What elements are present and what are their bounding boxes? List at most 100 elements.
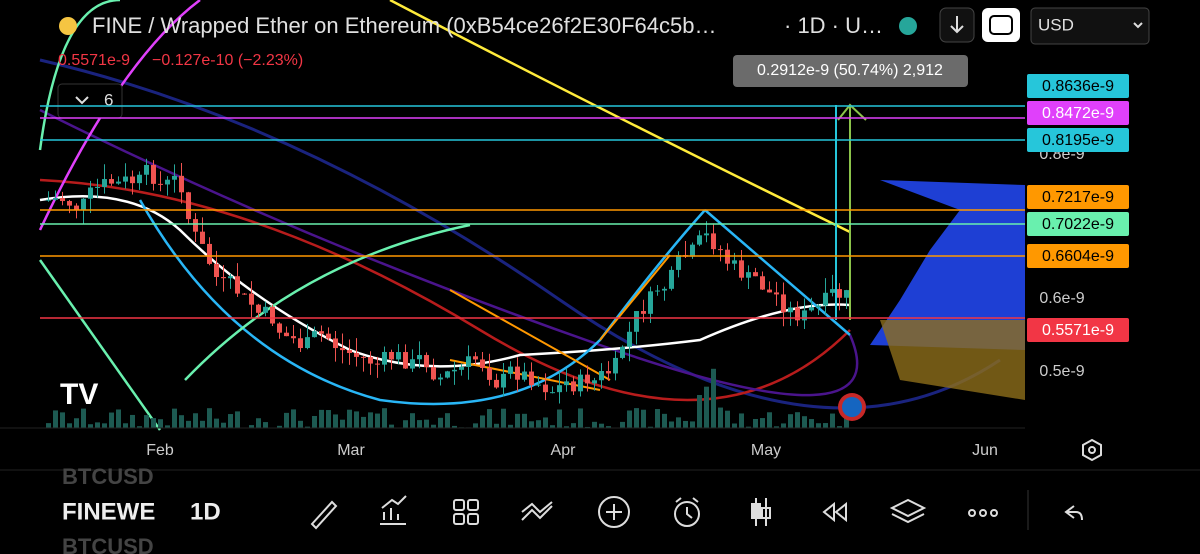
settings-button[interactable] xyxy=(1082,438,1102,462)
time-axis-label: Mar xyxy=(337,442,365,459)
volume-bar xyxy=(382,408,387,428)
interval-tab[interactable]: 1D xyxy=(190,498,221,525)
volume-bar xyxy=(305,426,310,428)
volume-bar xyxy=(739,413,744,428)
volume-bar xyxy=(291,409,296,428)
candle-icon xyxy=(751,503,761,519)
candle-body xyxy=(676,255,681,270)
volume-bar xyxy=(634,408,639,428)
candle-body xyxy=(536,384,541,386)
volume-bar xyxy=(207,408,212,428)
price-label: 0.7217e-9 xyxy=(1042,189,1114,206)
volume-bar xyxy=(144,415,149,428)
volume-bar xyxy=(627,410,632,428)
volume-bar xyxy=(571,423,576,428)
candle-body xyxy=(634,311,639,332)
interval-info[interactable]: · 1D · U… xyxy=(784,13,883,38)
volume-bar xyxy=(235,411,240,428)
more-tool[interactable] xyxy=(968,509,976,517)
volume-bar xyxy=(193,413,198,428)
volume-bar xyxy=(431,424,436,428)
time-axis-label: Jun xyxy=(972,442,998,459)
candle-body xyxy=(487,367,492,380)
candle-body xyxy=(200,231,205,244)
candle-body xyxy=(424,355,429,368)
volume-bar xyxy=(655,409,660,428)
volume-bar xyxy=(417,420,422,428)
market-status xyxy=(899,17,917,35)
price-axis-label: 0.6e-9 xyxy=(1039,290,1084,307)
volume-bar xyxy=(95,422,100,428)
currency-select[interactable] xyxy=(1030,7,1150,45)
candle-body xyxy=(774,292,779,295)
candle-body xyxy=(116,181,121,184)
volume-bar xyxy=(46,423,51,428)
candle-body xyxy=(830,289,835,293)
candle-body xyxy=(739,260,744,278)
draw-tool[interactable] xyxy=(310,500,338,530)
volume-bar xyxy=(445,413,450,428)
volume-bar xyxy=(298,420,303,428)
indicators-tool[interactable] xyxy=(380,495,407,525)
candle-body xyxy=(606,371,611,374)
candle-body xyxy=(193,219,198,232)
layouts-tool[interactable] xyxy=(453,499,465,511)
volume-bar xyxy=(662,413,667,428)
candle-body xyxy=(480,359,485,368)
volume-bar xyxy=(375,413,380,428)
price-label: 0.7022e-9 xyxy=(1042,216,1114,233)
volume-bar xyxy=(480,415,485,428)
volume-bar xyxy=(536,420,541,428)
price-label-box xyxy=(1027,244,1129,268)
candle-body xyxy=(620,346,625,358)
volume-bar xyxy=(690,421,695,428)
volume-bar xyxy=(522,413,527,428)
symbol-title[interactable]: FINE / Wrapped Ether on Ethereum (0xB54c… xyxy=(92,13,717,38)
candle-body xyxy=(473,356,478,360)
replay-tool[interactable] xyxy=(822,501,847,523)
volume-bar xyxy=(452,425,457,428)
volume-bar xyxy=(312,415,317,428)
volume-bar xyxy=(109,412,114,428)
candle-body xyxy=(564,381,569,386)
candle-body xyxy=(543,384,548,393)
volume-bar xyxy=(753,418,758,428)
volume-bar xyxy=(837,426,842,428)
volume-bar xyxy=(564,426,569,428)
compare-tool[interactable] xyxy=(521,501,553,521)
add-tool[interactable] xyxy=(598,496,630,528)
candle-body xyxy=(557,385,562,393)
symbol-tab[interactable]: FINEWE xyxy=(62,498,155,525)
candle-body xyxy=(466,356,471,367)
candle-body xyxy=(95,186,100,188)
compare-button[interactable] xyxy=(982,8,1020,42)
candles xyxy=(46,158,849,428)
alert-tool[interactable] xyxy=(674,501,700,527)
undo-tool[interactable] xyxy=(1064,505,1083,521)
candle-body xyxy=(151,164,156,184)
symbol-tab[interactable]: BTCUSD xyxy=(62,464,154,489)
last-price: 0.5571e-9 xyxy=(58,52,130,69)
volume-bar xyxy=(697,394,702,428)
candle-body xyxy=(550,392,555,394)
volume-bar xyxy=(403,420,408,428)
volume-bar xyxy=(473,423,478,428)
candle-body xyxy=(571,381,576,392)
layers-tool[interactable] xyxy=(889,498,927,524)
candle-body xyxy=(508,366,513,374)
measure-tooltip xyxy=(733,55,968,87)
candle-body xyxy=(298,338,303,349)
volume-bar xyxy=(158,419,163,428)
candle-body xyxy=(60,198,65,202)
volume-bar xyxy=(221,422,226,428)
add-icon xyxy=(606,504,622,520)
volume-bar xyxy=(389,424,394,428)
candle-body xyxy=(592,380,597,384)
symbol-tab[interactable]: BTCUSD xyxy=(62,534,154,554)
event-flag xyxy=(842,397,862,417)
candle-body xyxy=(130,176,135,184)
candle-body xyxy=(403,352,408,369)
candle-body xyxy=(354,353,359,357)
volume-bar xyxy=(816,423,821,428)
